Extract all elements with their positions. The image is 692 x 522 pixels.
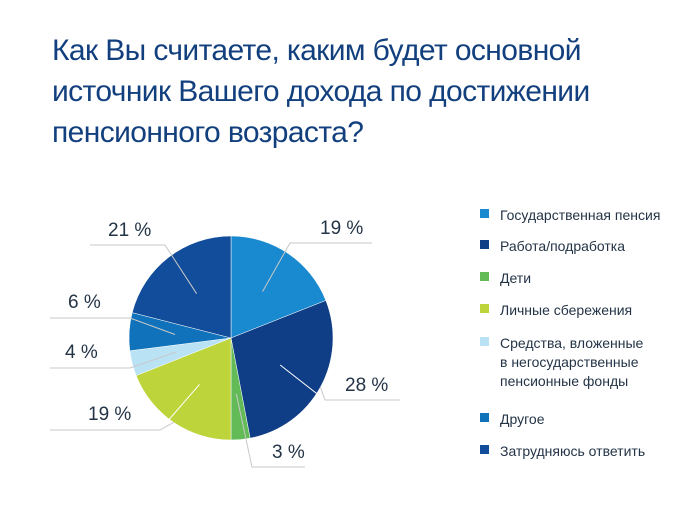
legend-label-6: Другое (500, 411, 545, 427)
pie-slices (128, 235, 334, 441)
data-label-3: 3 % (272, 442, 305, 463)
legend-label-3: Дети (500, 270, 531, 286)
legend-label-7: Затрудняюсь ответить (500, 443, 645, 459)
legend-swatch-4 (480, 304, 489, 313)
leader-line-7 (90, 244, 198, 294)
data-label-2: 28 % (345, 375, 388, 396)
legend-swatch-5 (480, 337, 489, 346)
legend-swatch-6 (480, 413, 489, 422)
leader-line-outer-4 (50, 421, 174, 431)
data-label-5: 4 % (65, 342, 98, 363)
legend-label-4: Личные сбережения (500, 302, 632, 318)
pie-slice-1 (230, 235, 327, 339)
leader-line-6 (50, 317, 176, 335)
leader-line-outer-2 (319, 386, 400, 401)
legend-swatch-3 (480, 272, 489, 281)
legend-swatch-1 (480, 209, 489, 218)
leader-lines (50, 242, 400, 468)
legend-label-5-line-2: в негосударственные (500, 354, 639, 370)
legend: Государственная пенсия Работа/подработка Д… (480, 207, 660, 459)
legend-swatch-2 (480, 240, 489, 249)
chart-title-line-3: пенсионного возраста? (52, 116, 364, 149)
leader-line-1 (262, 242, 372, 292)
data-label-1: 19 % (320, 218, 363, 239)
legend-label-2: Работа/подработка (500, 238, 625, 254)
pie-slice-7 (131, 235, 232, 339)
leader-line-5 (50, 351, 177, 369)
data-label-7: 21 % (108, 220, 151, 241)
pie-slice-2 (230, 300, 334, 439)
data-labels: 19 % 28 % 3 % 19 % 4 % 6 % 21 % (65, 218, 388, 463)
pie-slice-4 (135, 337, 232, 441)
legend-label-1: Государственная пенсия (500, 207, 660, 223)
legend-swatch-7 (480, 445, 489, 454)
chart-title-line-1: Как Вы считаете, каким будет основной (52, 34, 582, 67)
data-label-4: 19 % (88, 404, 131, 425)
leader-line-3 (235, 393, 305, 468)
data-label-6: 6 % (68, 292, 101, 313)
legend-label-5-line-1: Средства, вложенные (500, 335, 644, 351)
chart-title: Как Вы считаете, каким будет основной ис… (52, 30, 652, 153)
chart-title-line-2: источник Вашего дохода по достижении (52, 75, 590, 108)
legend-label-5-line-3: пенсионные фонды (500, 373, 628, 389)
